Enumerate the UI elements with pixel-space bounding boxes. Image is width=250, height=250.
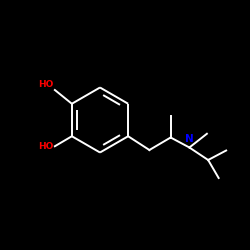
- Text: N: N: [185, 134, 194, 144]
- Text: HO: HO: [38, 80, 54, 89]
- Text: HO: HO: [38, 142, 54, 151]
